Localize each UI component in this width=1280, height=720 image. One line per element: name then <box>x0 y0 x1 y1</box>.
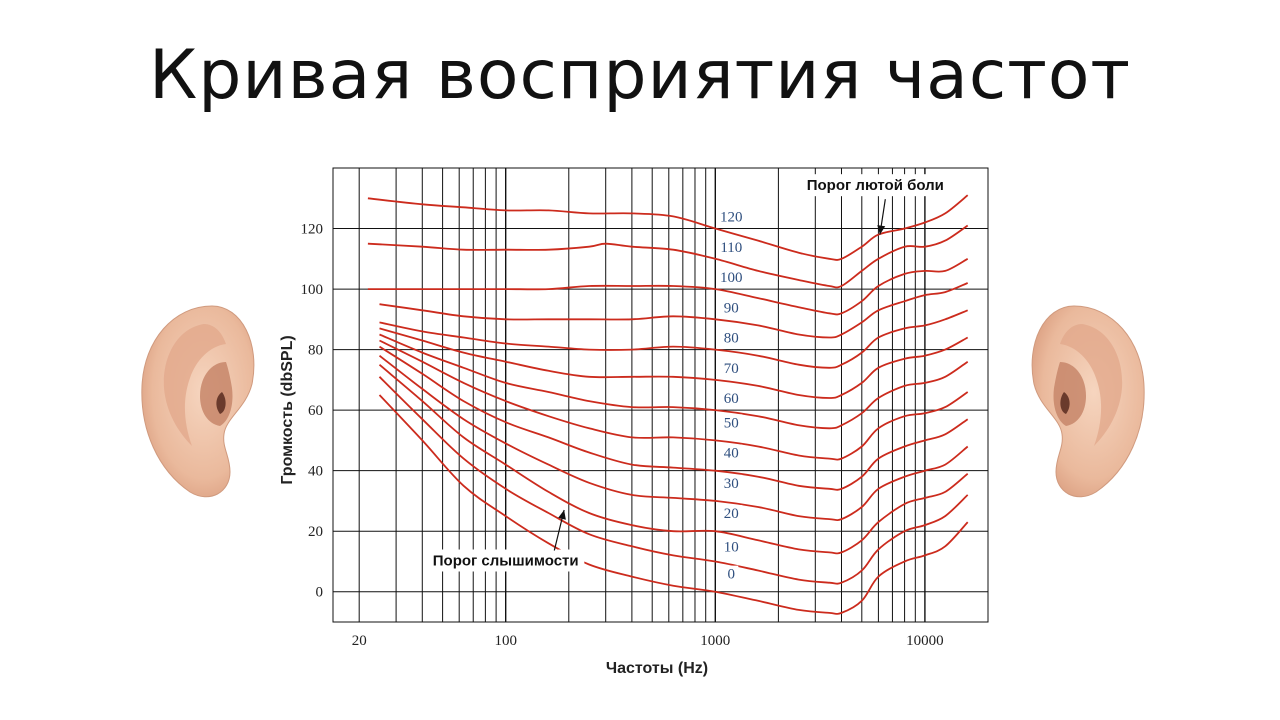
curve-label-bg <box>716 208 747 226</box>
y-tick-label: 100 <box>301 282 324 298</box>
curve-label-70: 70 <box>724 361 739 377</box>
curve-label-bg <box>716 269 747 287</box>
y-tick-label: 120 <box>301 222 324 238</box>
slide-title: Кривая восприятия частот <box>148 36 1132 115</box>
hearing-threshold-label: Порог слышимости <box>433 552 579 569</box>
curve-label-bg <box>720 474 743 492</box>
curve-label-60: 60 <box>724 391 739 407</box>
ear-icon <box>1031 305 1145 498</box>
curve-labels: 0 10 20 30 40 50 60 70 80 90 100 110 120 <box>716 208 747 583</box>
x-tick-label: 20 <box>352 633 367 649</box>
y-tick-label: 20 <box>308 524 323 540</box>
curve-label-50: 50 <box>724 415 739 431</box>
curve-label-bg <box>724 565 739 583</box>
right-ear-image <box>1022 300 1152 504</box>
x-tick-label: 10000 <box>906 633 944 649</box>
curve-phon-110 <box>367 224 969 289</box>
curve-phon-100 <box>367 258 969 316</box>
curve-phon-90 <box>379 282 969 339</box>
curve-label-bg <box>720 329 743 347</box>
y-tick-label: 40 <box>308 464 323 480</box>
curve-label-10: 10 <box>724 539 739 555</box>
annotations: Порог лютой боли Порог слышимости <box>427 174 954 572</box>
left-ear-image <box>134 300 264 504</box>
curve-label-bg <box>720 505 743 523</box>
curve-label-30: 30 <box>724 476 739 492</box>
curve-label-120: 120 <box>720 210 743 226</box>
curve-label-0: 0 <box>728 567 736 583</box>
curve-phon-120 <box>367 194 969 261</box>
curve-label-bg <box>720 299 743 317</box>
curve-label-bg <box>720 359 743 377</box>
curve-label-110: 110 <box>720 240 742 256</box>
pain-threshold-label: Порог лютой боли <box>807 177 944 194</box>
curve-label-90: 90 <box>724 300 739 316</box>
curve-phon-0 <box>378 394 969 615</box>
curve-label-20: 20 <box>724 506 739 522</box>
y-tick-label: 80 <box>308 343 323 359</box>
arrowhead-icon <box>558 510 566 520</box>
curve-phon-50 <box>379 339 969 461</box>
curves <box>367 194 969 615</box>
x-axis-label: Частоты (Hz) <box>606 660 708 677</box>
curve-label-bg <box>720 414 743 432</box>
curve-label-bg <box>720 538 743 556</box>
curve-phon-30 <box>378 354 969 522</box>
curve-phon-80 <box>379 309 969 369</box>
curve-label-80: 80 <box>724 331 739 347</box>
annotation-box <box>796 174 954 197</box>
x-tick-label: 100 <box>494 633 517 649</box>
curve-phon-20 <box>378 364 969 555</box>
curve-label-bg <box>720 444 743 462</box>
y-tick-label: 0 <box>316 585 324 601</box>
curve-phon-60 <box>379 333 969 430</box>
curve-label-bg <box>716 238 747 256</box>
curve-label-bg <box>720 390 743 408</box>
ear-icon <box>141 305 255 498</box>
y-tick-label: 60 <box>308 403 323 419</box>
curve-phon-70 <box>379 327 969 399</box>
curve-phon-10 <box>378 376 969 585</box>
annotation-box <box>427 549 585 572</box>
x-tick-label: 1000 <box>700 633 730 649</box>
curve-phon-40 <box>379 345 969 491</box>
arrowhead-icon <box>877 225 886 235</box>
curve-label-40: 40 <box>724 446 739 462</box>
grid-lines <box>332 167 989 623</box>
curve-label-100: 100 <box>720 270 743 286</box>
y-axis-label: Громкость (dbSPL) <box>279 335 296 484</box>
